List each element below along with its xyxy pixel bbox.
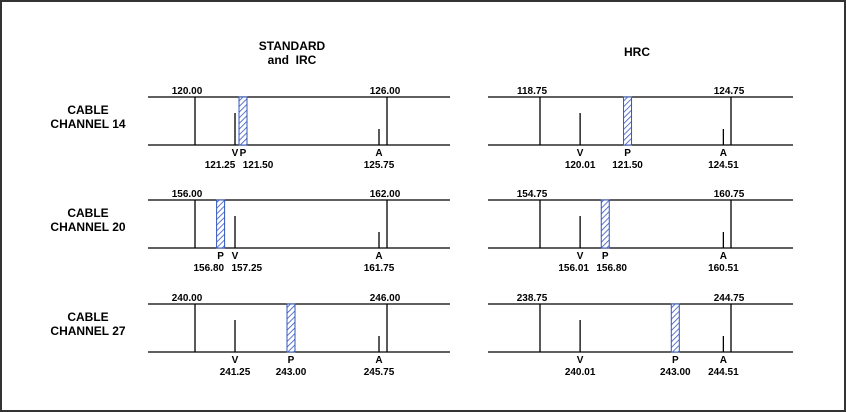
hrc-edge-right-label: 244.75 [714,293,745,304]
row-label-line2: CHANNEL 27 [50,324,125,338]
standard-carrier-value: 241.25 [220,367,251,378]
hrc-carrier-letter: P [624,148,631,159]
hrc-edge-right-label: 124.75 [714,86,745,97]
hrc-carrier-value: 160.51 [708,263,739,274]
standard-picture-carrier-band [216,199,226,249]
standard-carrier-letter: P [288,355,295,366]
hrc-carrier-letter: V [577,251,584,262]
hrc-carrier-value: 244.51 [708,367,739,378]
hrc-carrier-letter: A [720,251,727,262]
standard-carrier-value: 245.75 [364,367,395,378]
row-label-line2: CHANNEL 14 [50,117,125,131]
hrc-carrier-letter: V [577,148,584,159]
standard-carrier-letter: V [232,251,239,262]
row-label-line1: CABLE [67,206,108,220]
hrc-edge-left-label: 118.75 [517,86,547,97]
hrc-carrier-letter: A [720,355,727,366]
hrc-carrier-value: 156.01 [558,263,589,274]
hrc-picture-carrier-band [670,303,680,353]
row-label-line2: CHANNEL 20 [50,220,125,234]
standard-carrier-letter: V [232,355,239,366]
standard-carrier-letter: P [217,251,224,262]
standard-edge-right-label: 246.00 [370,293,401,304]
hrc-carrier-value: 124.51 [708,160,739,171]
standard-carrier-letter: A [375,251,382,262]
standard-carrier-value: 121.50 [243,160,274,171]
standard-edge-right-label: 126.00 [370,86,401,97]
standard-carrier-value: 161.75 [364,263,395,274]
hrc-carrier-letter: V [577,355,584,366]
hrc-edge-left-label: 238.75 [517,293,548,304]
header-standard-line2: and IRC [268,53,317,67]
hrc-carrier-letter: A [720,148,727,159]
hrc-picture-carrier-band [623,96,633,146]
standard-carrier-value: 243.00 [276,367,307,378]
standard-carrier-value: 156.80 [194,263,225,274]
standard-carrier-value: 157.25 [232,263,263,274]
standard-edge-right-label: 162.00 [370,189,401,200]
hrc-carrier-letter: P [602,251,609,262]
hrc-carrier-value: 240.01 [565,367,596,378]
hrc-carrier-value: 120.01 [565,160,596,171]
standard-picture-carrier-band [238,96,248,146]
standard-carrier-letter: A [375,148,382,159]
header-hrc: HRC [624,45,650,59]
hrc-edge-left-label: 154.75 [517,189,548,200]
standard-edge-left-label: 240.00 [172,293,203,304]
hrc-picture-carrier-band [600,199,610,249]
hrc-carrier-value: 156.80 [596,263,627,274]
hrc-carrier-letter: P [672,355,679,366]
standard-carrier-letter: A [375,355,382,366]
hrc-edge-right-label: 160.75 [714,189,745,200]
header-standard-line1: STANDARD [259,39,326,53]
row-label-line1: CABLE [67,310,108,324]
standard-carrier-value: 121.25 [205,160,236,171]
row-label-line1: CABLE [67,103,108,117]
hrc-carrier-value: 243.00 [660,367,691,378]
standard-edge-left-label: 156.00 [172,189,203,200]
standard-edge-left-label: 120.00 [172,86,203,97]
standard-carrier-letter: P [240,148,247,159]
standard-carrier-value: 125.75 [364,160,395,171]
hrc-carrier-value: 121.50 [612,160,643,171]
standard-picture-carrier-band [286,303,296,353]
standard-carrier-letter: V [232,148,239,159]
